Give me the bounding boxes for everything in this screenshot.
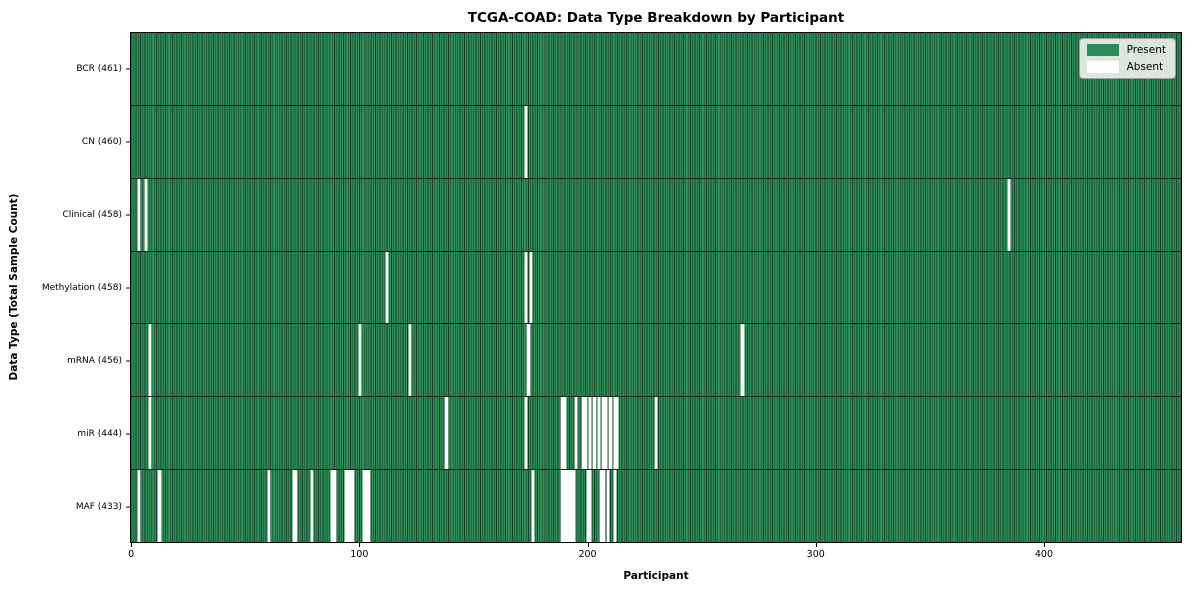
absent-stripe <box>365 470 368 543</box>
absent-stripe <box>741 324 744 397</box>
availability-row-BCR <box>131 33 1181 105</box>
availability-row-Clinical <box>131 177 1181 251</box>
x-tick-label: 400 <box>1034 549 1054 560</box>
absent-stripe <box>602 397 605 470</box>
absent-stripe <box>561 470 564 543</box>
y-tick-mark <box>126 506 130 507</box>
absent-stripe <box>602 470 605 543</box>
absent-stripe <box>572 470 576 543</box>
absent-stripe <box>607 470 610 543</box>
legend-label-present: Present <box>1126 44 1166 56</box>
absent-stripe <box>137 470 141 543</box>
absent-stripe <box>563 470 567 543</box>
x-tick-mark <box>359 543 361 547</box>
absent-stripe <box>613 470 617 543</box>
absent-stripe <box>331 470 334 543</box>
absent-stripe <box>294 470 298 543</box>
legend-label-absent: Absent <box>1126 61 1164 73</box>
absent-stripe <box>367 470 371 543</box>
absent-stripe <box>386 251 389 324</box>
absent-stripe <box>144 178 147 251</box>
y-tick-label-Methylation: Methylation (458) <box>41 282 122 293</box>
x-tick-mark <box>815 543 817 547</box>
absent-stripe <box>568 470 571 543</box>
absent-stripe <box>584 397 587 470</box>
absent-stripe <box>525 105 528 178</box>
plot-area: Present Absent <box>130 32 1182 543</box>
absent-stripe <box>609 397 612 470</box>
absent-stripe <box>292 470 295 543</box>
absent-stripe <box>597 397 601 470</box>
absent-stripe <box>604 397 608 470</box>
x-tick-label: 200 <box>578 549 597 560</box>
y-tick-mark <box>126 433 130 434</box>
absent-stripe <box>408 324 412 397</box>
y-tick-label-BCR: BCR (461) <box>76 63 122 74</box>
chart-title: TCGA-COAD: Data Type Breakdown by Partic… <box>467 10 845 26</box>
y-tick-mark <box>126 287 130 288</box>
absent-stripe <box>581 397 585 470</box>
absent-stripe <box>616 397 619 470</box>
legend-swatch-present-icon <box>1086 44 1119 56</box>
x-tick-label: 300 <box>806 549 825 560</box>
y-tick-mark <box>126 360 130 361</box>
y-tick-label-CN: CN (460) <box>81 136 122 147</box>
absent-stripe <box>588 470 592 543</box>
x-axis-label: Participant <box>623 570 689 582</box>
absent-stripe <box>347 470 350 543</box>
absent-stripe <box>363 470 366 543</box>
absent-stripe <box>593 397 596 470</box>
absent-stripe <box>563 397 567 470</box>
absent-stripe <box>654 397 658 470</box>
y-tick-mark <box>126 68 130 69</box>
x-tick-mark <box>587 543 589 547</box>
x-tick-mark <box>131 543 133 547</box>
availability-row-MAF <box>131 469 1181 543</box>
y-tick-label-mRNA: mRNA (456) <box>67 355 122 366</box>
absent-stripe <box>570 470 573 543</box>
absent-stripe <box>525 397 528 470</box>
absent-stripe <box>531 470 535 543</box>
legend-item-absent: Absent <box>1086 61 1166 73</box>
absent-stripe <box>525 251 528 324</box>
absent-stripe <box>529 251 532 324</box>
absent-stripe <box>575 397 578 470</box>
legend-swatch-absent-icon <box>1086 61 1119 73</box>
x-tick-label: 0 <box>128 549 135 560</box>
absent-stripe <box>527 324 530 397</box>
absent-stripe <box>149 324 152 397</box>
absent-stripe <box>137 178 141 251</box>
y-tick-mark <box>126 214 130 215</box>
y-tick-label-MAF: MAF (433) <box>75 501 122 512</box>
x-tick-label: 100 <box>350 549 369 560</box>
absent-stripe <box>561 397 564 470</box>
absent-stripe <box>613 397 617 470</box>
absent-stripe <box>351 470 355 543</box>
absent-stripe <box>149 397 152 470</box>
absent-stripe <box>358 324 362 397</box>
legend-item-present: Present <box>1086 44 1166 56</box>
absent-stripe <box>588 397 592 470</box>
availability-row-miR <box>131 396 1181 470</box>
absent-stripe <box>586 470 589 543</box>
absent-stripe <box>158 470 161 543</box>
absent-stripe <box>345 470 348 543</box>
legend: Present Absent <box>1078 38 1176 79</box>
y-tick-label-miR: miR (444) <box>77 428 122 439</box>
availability-row-mRNA <box>131 323 1181 397</box>
absent-stripe <box>267 470 270 543</box>
absent-stripe <box>349 470 352 543</box>
absent-stripe <box>600 470 603 543</box>
absent-stripe <box>310 470 314 543</box>
availability-row-Methylation <box>131 250 1181 324</box>
absent-stripe <box>566 470 569 543</box>
y-tick-mark <box>126 141 130 142</box>
absent-stripe <box>445 397 448 470</box>
y-tick-label-Clinical: Clinical (458) <box>62 209 122 220</box>
absent-stripe <box>333 470 336 543</box>
x-tick-mark <box>1043 543 1045 547</box>
availability-row-CN <box>131 104 1181 178</box>
absent-stripe <box>1007 178 1011 251</box>
